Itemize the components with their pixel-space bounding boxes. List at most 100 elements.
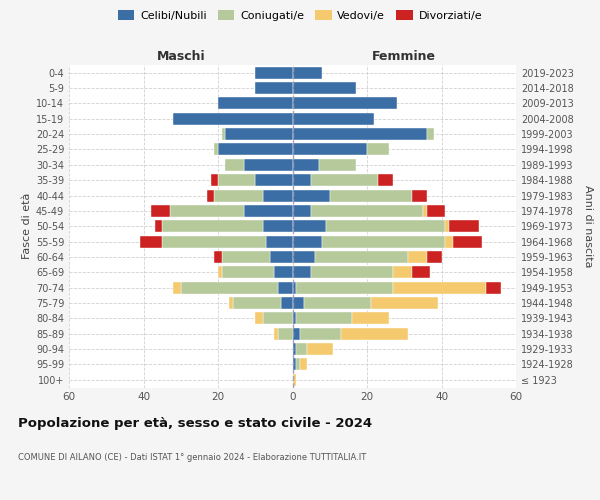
Legend: Celibi/Nubili, Coniugati/e, Vedovi/e, Divorziati/e: Celibi/Nubili, Coniugati/e, Vedovi/e, Di… [113,6,487,25]
Bar [293,82,356,94]
Bar [293,159,319,171]
Bar [341,328,408,340]
Bar [293,328,300,340]
Bar [296,312,352,324]
Bar [427,128,434,140]
Bar [293,113,374,124]
Bar [371,297,438,309]
Bar [367,144,389,156]
Bar [255,66,293,78]
Text: Femmine: Femmine [372,50,436,62]
Bar [218,144,293,156]
Bar [274,328,278,340]
Bar [263,190,293,202]
Bar [311,174,378,186]
Bar [322,236,445,248]
Bar [296,343,307,355]
Bar [304,297,371,309]
Bar [293,205,311,217]
Bar [293,358,296,370]
Bar [311,205,423,217]
Bar [326,220,445,232]
Bar [293,66,322,78]
Y-axis label: Fasce di età: Fasce di età [22,193,32,260]
Bar [162,236,266,248]
Bar [452,236,482,248]
Bar [229,297,233,309]
Bar [311,266,393,278]
Bar [244,205,293,217]
Bar [300,328,341,340]
Bar [293,266,311,278]
Bar [266,236,293,248]
Bar [173,113,293,124]
Bar [393,282,486,294]
Bar [445,236,452,248]
Bar [218,98,293,110]
Bar [214,144,218,156]
Y-axis label: Anni di nascita: Anni di nascita [583,185,593,268]
Bar [445,220,449,232]
Bar [214,190,263,202]
Bar [263,220,293,232]
Bar [393,266,412,278]
Bar [263,312,293,324]
Bar [173,282,181,294]
Bar [412,266,430,278]
Bar [293,128,427,140]
Bar [140,236,162,248]
Bar [274,266,293,278]
Bar [255,82,293,94]
Text: COMUNE DI AILANO (CE) - Dati ISTAT 1° gennaio 2024 - Elaborazione TUTTITALIA.IT: COMUNE DI AILANO (CE) - Dati ISTAT 1° ge… [18,452,366,462]
Text: Popolazione per età, sesso e stato civile - 2024: Popolazione per età, sesso e stato civil… [18,418,372,430]
Bar [293,282,296,294]
Bar [151,205,170,217]
Bar [293,251,315,263]
Bar [270,251,293,263]
Bar [427,251,442,263]
Bar [293,374,296,386]
Bar [307,343,334,355]
Text: Maschi: Maschi [157,50,205,62]
Bar [412,190,427,202]
Bar [486,282,501,294]
Bar [278,328,293,340]
Bar [423,205,427,217]
Bar [226,159,244,171]
Bar [352,312,389,324]
Bar [281,297,293,309]
Bar [244,159,293,171]
Bar [278,282,293,294]
Bar [293,174,311,186]
Bar [319,159,356,171]
Bar [222,266,274,278]
Bar [218,266,222,278]
Bar [222,251,270,263]
Bar [296,358,300,370]
Bar [293,190,330,202]
Bar [378,174,393,186]
Bar [207,190,214,202]
Bar [214,251,222,263]
Bar [222,128,226,140]
Bar [162,220,263,232]
Bar [296,282,393,294]
Bar [181,282,278,294]
Bar [293,297,304,309]
Bar [315,251,408,263]
Bar [330,190,412,202]
Bar [218,174,255,186]
Bar [449,220,479,232]
Bar [427,205,445,217]
Bar [293,312,296,324]
Bar [293,98,397,110]
Bar [170,205,244,217]
Bar [255,312,263,324]
Bar [255,174,293,186]
Bar [226,128,293,140]
Bar [300,358,307,370]
Bar [293,144,367,156]
Bar [293,220,326,232]
Bar [233,297,281,309]
Bar [408,251,427,263]
